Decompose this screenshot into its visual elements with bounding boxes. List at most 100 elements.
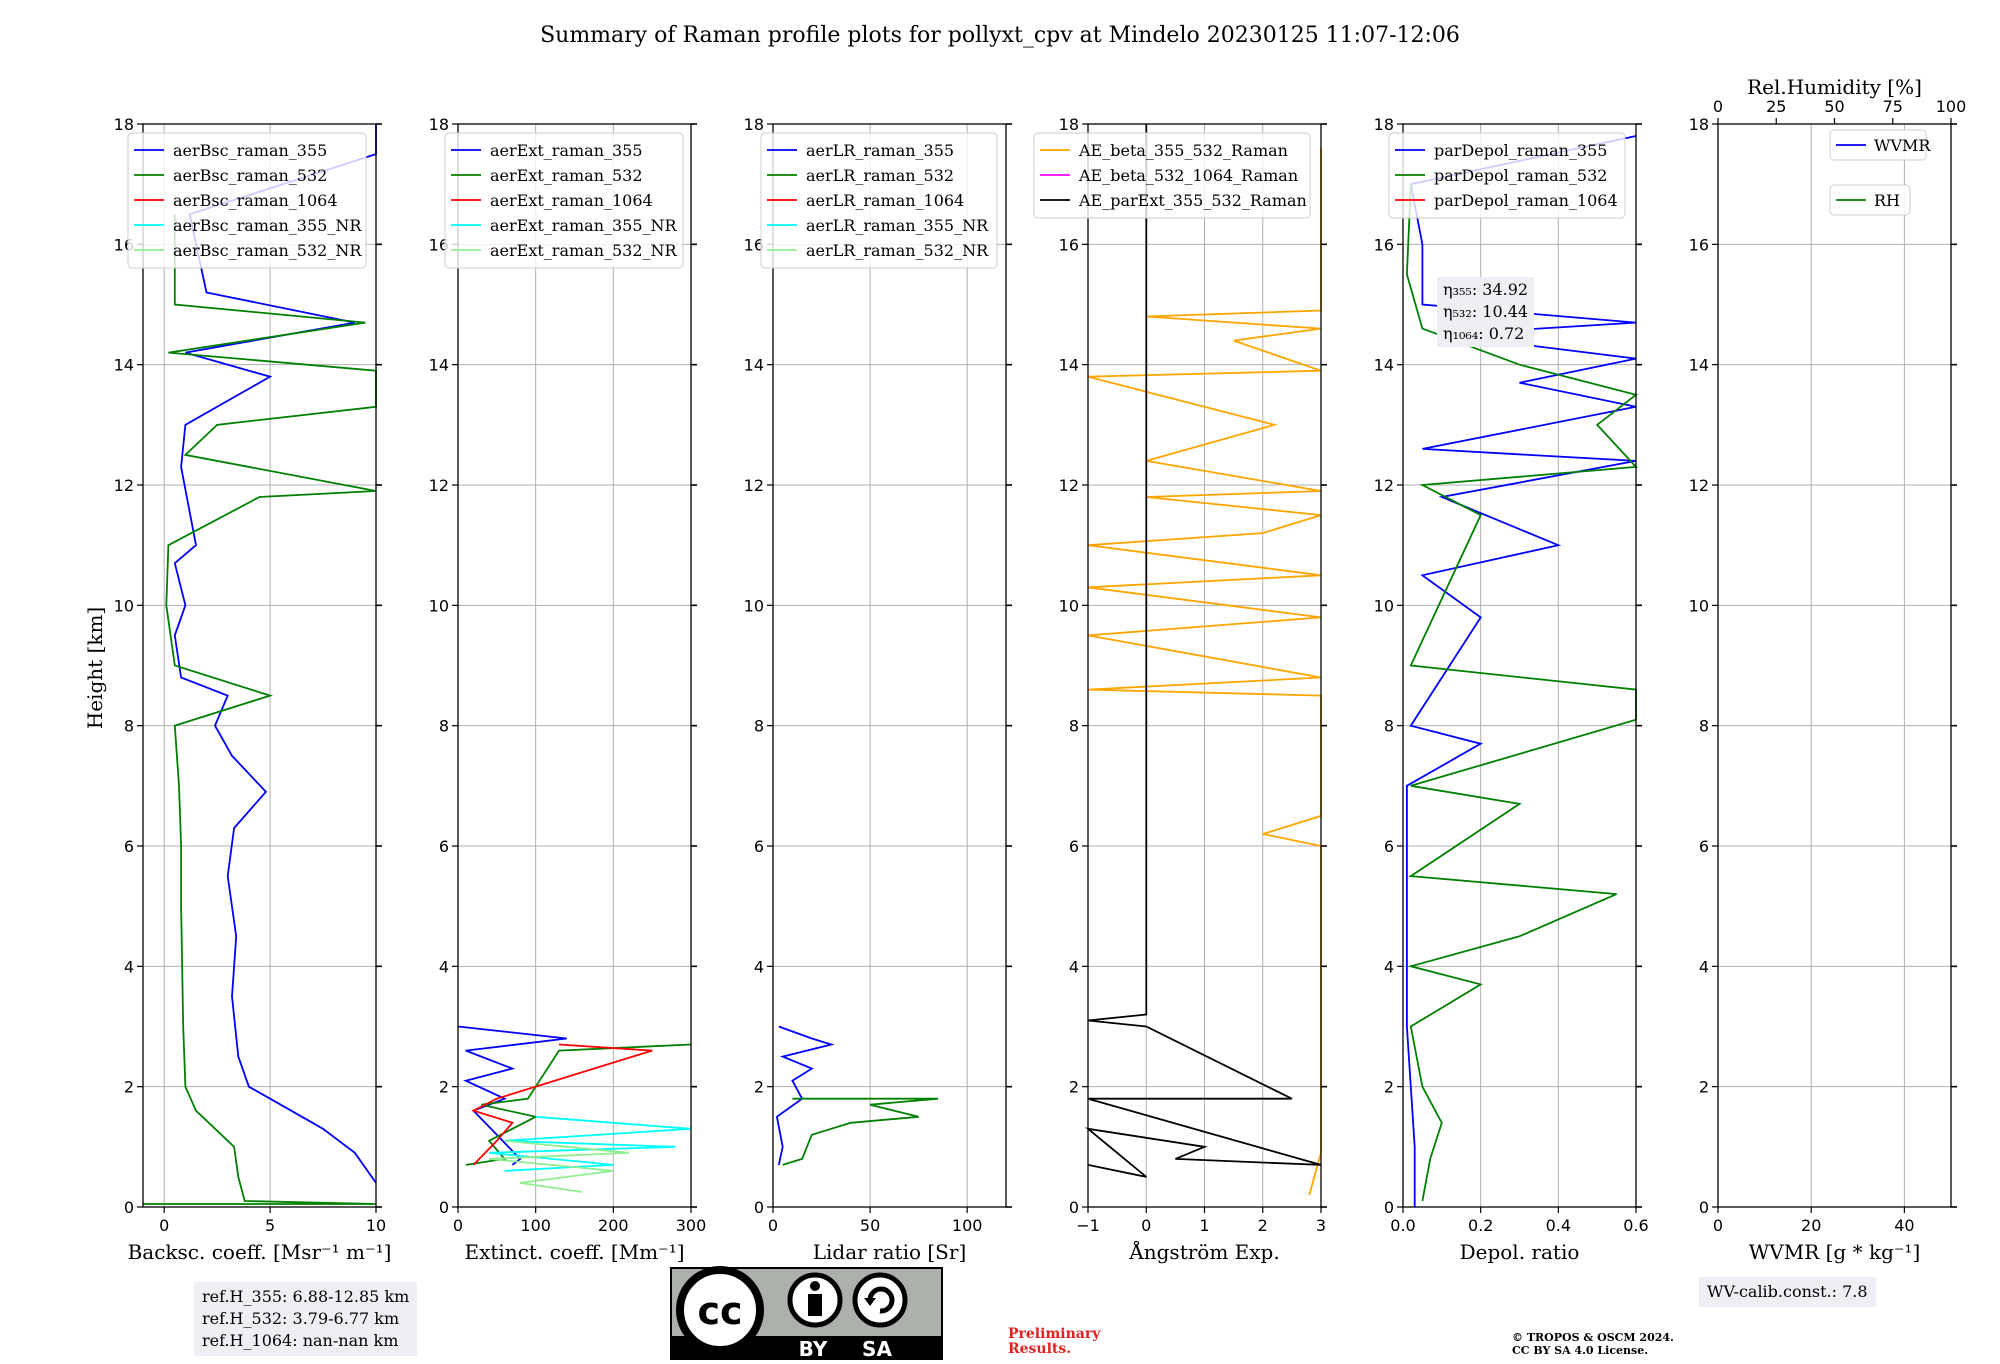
x-tick-label: 0 bbox=[1141, 1216, 1151, 1235]
y-tick-label: 6 bbox=[439, 837, 449, 856]
legend-box bbox=[1829, 129, 1927, 161]
preliminary-line-1: Preliminary bbox=[1008, 1326, 1101, 1342]
legend-box bbox=[1388, 132, 1626, 219]
legend-box bbox=[1829, 184, 1911, 216]
y-tick-label: 8 bbox=[754, 717, 764, 736]
x-axis-label-ae: Ångström Exp. bbox=[1128, 1239, 1279, 1264]
x-tick-label: 0.4 bbox=[1546, 1216, 1571, 1235]
x-tick-label: 1 bbox=[1199, 1216, 1209, 1235]
legend-label: aerLR_raman_355_NR bbox=[806, 216, 989, 235]
panel-lr: 0 2 4 6 8 10 12 14 16 18 0 50 100 Lidar ratio [Sr] aer… bbox=[744, 115, 1012, 1264]
cc-by-text: BY bbox=[799, 1337, 828, 1360]
x-axis-label-depol: Depol. ratio bbox=[1460, 1240, 1580, 1264]
y-tick-label: 18 bbox=[114, 115, 134, 134]
y-tick-label: 12 bbox=[429, 476, 449, 495]
legend-label: AE_beta_355_532_Raman bbox=[1078, 141, 1288, 160]
y-tick-label: 8 bbox=[1699, 717, 1709, 736]
x-tick-label: 200 bbox=[598, 1216, 629, 1235]
legend-box bbox=[444, 132, 684, 269]
x-tick-label: 0.6 bbox=[1623, 1216, 1648, 1235]
legend-box bbox=[1033, 132, 1311, 219]
y-tick-label: 14 bbox=[429, 356, 449, 375]
x-axis-label-lr: Lidar ratio [Sr] bbox=[813, 1240, 967, 1264]
preliminary-line-2: Results. bbox=[1008, 1341, 1072, 1357]
y-tick-label: 2 bbox=[1069, 1078, 1079, 1097]
y-tick-label: 12 bbox=[1374, 476, 1394, 495]
y-tick-label: 6 bbox=[754, 837, 764, 856]
eta-1064: η₁₀₆₄: 0.72 bbox=[1443, 324, 1525, 343]
legend-label: AE_beta_532_1064_Raman bbox=[1078, 166, 1298, 185]
x-tick-label: 3 bbox=[1316, 1216, 1326, 1235]
y-tick-label: 16 bbox=[744, 235, 764, 254]
y-tick-label: 16 bbox=[1689, 235, 1709, 254]
axes-frame bbox=[772, 123, 1007, 1208]
legend-label: aerExt_raman_1064 bbox=[490, 191, 653, 210]
attribution-body bbox=[808, 1294, 822, 1316]
y-tick-label: 18 bbox=[1059, 115, 1079, 134]
panel-depol: 0 2 4 6 8 10 12 14 16 18 0.0 0.2 0.4 0.6 Depol. ratio p… bbox=[1374, 115, 1649, 1264]
legend-label: aerLR_raman_532 bbox=[806, 166, 954, 185]
legend-label: parDepol_raman_355 bbox=[1434, 141, 1607, 160]
legend-label: aerBsc_raman_355_NR bbox=[173, 216, 362, 235]
y-tick-label: 0 bbox=[1069, 1198, 1079, 1217]
top-x-tick-label: 100 bbox=[1936, 97, 1967, 116]
top-x-tick-label: 0 bbox=[1713, 97, 1723, 116]
legend-label: aerExt_raman_355_NR bbox=[490, 216, 678, 235]
y-tick-label: 16 bbox=[429, 235, 449, 254]
y-tick-label: 16 bbox=[1059, 235, 1079, 254]
series-aerExt_raman_532 bbox=[465, 1043, 692, 1166]
axes-frame bbox=[1717, 123, 1952, 1208]
x-tick-label: 100 bbox=[520, 1216, 551, 1235]
wv-calib-const: WV-calib.const.: 7.8 bbox=[1707, 1282, 1868, 1301]
y-tick-label: 6 bbox=[1699, 837, 1709, 856]
top-x-tick-label: 25 bbox=[1766, 97, 1786, 116]
eta-532: η₅₃₂: 10.44 bbox=[1443, 302, 1529, 321]
series-aerExt_raman_532_NR bbox=[489, 1139, 629, 1193]
y-tick-label: 4 bbox=[1699, 957, 1709, 976]
y-tick-label: 2 bbox=[124, 1078, 134, 1097]
copyright-note: © TROPOS & OSCM 2024. CC BY SA 4.0 Licen… bbox=[1512, 1331, 1674, 1357]
attribution-head bbox=[810, 1281, 820, 1291]
y-tick-label: 18 bbox=[429, 115, 449, 134]
eta-box: η₃₅₅: 34.92 η₅₃₂: 10.44 η₁₀₆₄: 0.72 bbox=[1437, 277, 1535, 347]
x-tick-label: 0 bbox=[768, 1216, 778, 1235]
y-tick-label: 8 bbox=[439, 717, 449, 736]
legend-bsc: aerBsc_raman_355 aerBsc_raman_532 aerBsc_r… bbox=[127, 132, 367, 269]
x-tick-label: 0 bbox=[159, 1216, 169, 1235]
legend-label: aerLR_raman_1064 bbox=[806, 191, 964, 210]
x-tick-label: 0.2 bbox=[1468, 1216, 1493, 1235]
axes-frame bbox=[1402, 123, 1637, 1208]
series-aerLR_raman_532 bbox=[782, 1097, 939, 1166]
ref-height-532: ref.H_532: 3.79-6.77 km bbox=[202, 1309, 400, 1328]
legend-RH: RH bbox=[1829, 184, 1911, 216]
y-tick-label: 0 bbox=[124, 1198, 134, 1217]
series-aerExt_raman_355 bbox=[457, 1025, 567, 1166]
y-tick-label: 14 bbox=[114, 356, 134, 375]
axes-frame bbox=[142, 123, 377, 1208]
x-tick-label: 20 bbox=[1801, 1216, 1821, 1235]
x-tick-label: 2 bbox=[1258, 1216, 1268, 1235]
y-tick-label: 10 bbox=[1374, 596, 1394, 615]
ref-height-355: ref.H_355: 6.88-12.85 km bbox=[202, 1287, 410, 1306]
x-tick-label: 10 bbox=[366, 1216, 386, 1235]
legend-label: aerLR_raman_355 bbox=[806, 141, 954, 160]
y-tick-label: 4 bbox=[439, 957, 449, 976]
x-axis-label-bsc: Backsc. coeff. [Msr⁻¹ m⁻¹] bbox=[128, 1240, 392, 1264]
y-tick-label: 14 bbox=[1374, 356, 1394, 375]
series-aerExt_raman_1064 bbox=[471, 1043, 653, 1166]
x-tick-label: 0 bbox=[453, 1216, 463, 1235]
x-tick-label: 300 bbox=[676, 1216, 707, 1235]
x-tick-label: 0 bbox=[1713, 1216, 1723, 1235]
ref-height-1064: ref.H_1064: nan-nan km bbox=[202, 1331, 399, 1350]
y-tick-label: 6 bbox=[1384, 837, 1394, 856]
legend-depol: parDepol_raman_355 parDepol_raman_532 parD… bbox=[1388, 132, 1626, 219]
y-tick-label: 6 bbox=[1069, 837, 1079, 856]
y-tick-label: 18 bbox=[1374, 115, 1394, 134]
series-AE_parExt_355_532_Raman bbox=[1084, 124, 1322, 1178]
y-tick-label: 10 bbox=[744, 596, 764, 615]
x-tick-label: 40 bbox=[1894, 1216, 1914, 1235]
